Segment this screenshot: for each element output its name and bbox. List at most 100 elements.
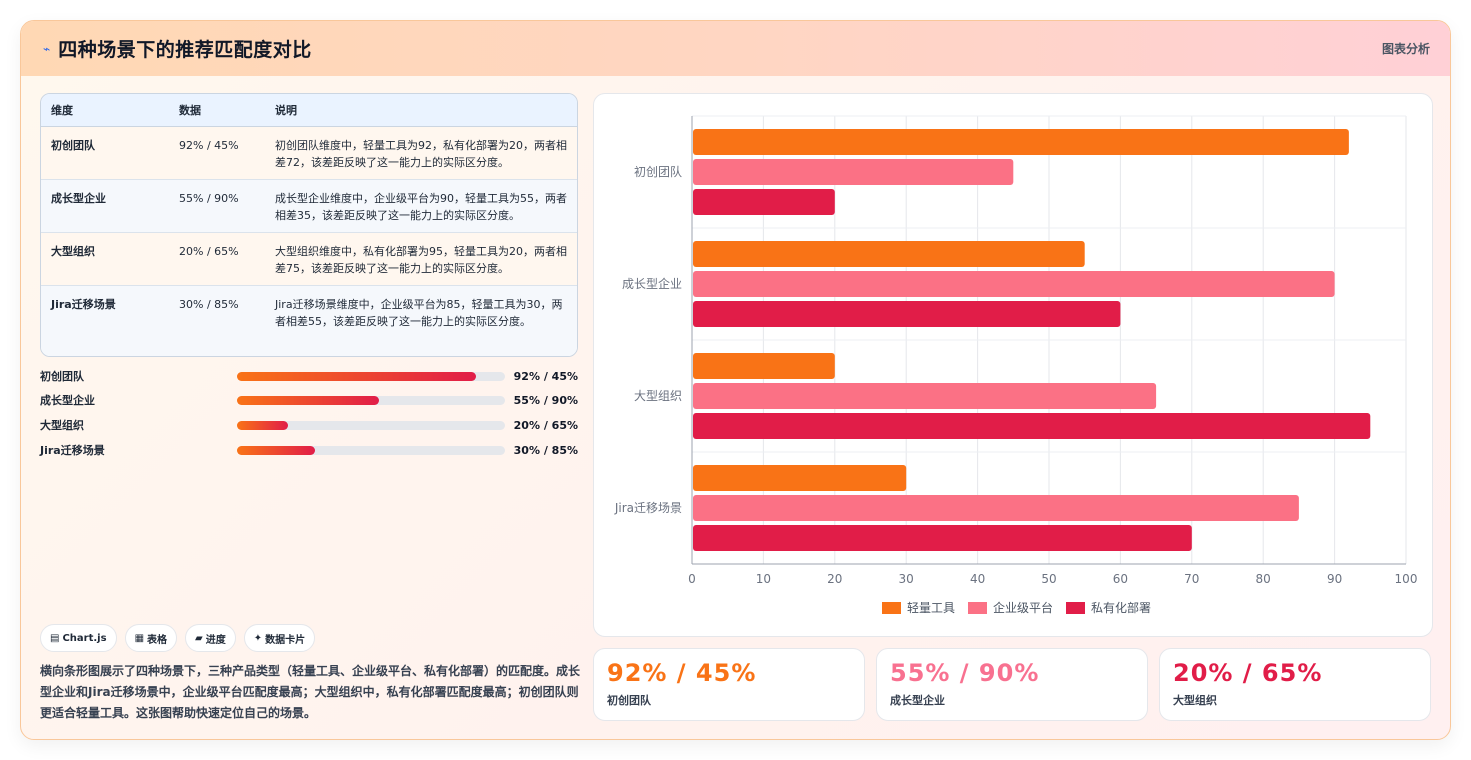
cell-data: 30% / 85% (179, 297, 239, 311)
sparkle-icon: ✦ (253, 632, 263, 644)
bar (693, 383, 1157, 409)
progress-icon: ▰ (195, 632, 203, 644)
legend-swatch (882, 602, 901, 614)
table-header-row: 维度 数据 说明 (41, 94, 577, 127)
x-tick-label: 10 (756, 572, 771, 586)
stat-card: 20% / 65% 大型组织 (1159, 648, 1431, 721)
stat-label: 成长型企业 (890, 694, 945, 707)
stat-value: 55% / 90% (890, 659, 1040, 687)
stat-value: 92% / 45% (607, 659, 757, 687)
progress-label: Jira迁移场景 (40, 444, 105, 457)
card-header: ⌁ 四种场景下的推荐匹配度对比 图表分析 (21, 21, 1450, 76)
progress-label: 成长型企业 (40, 394, 95, 407)
progress-value: 55% / 90% (513, 393, 578, 407)
x-tick-label: 30 (899, 572, 914, 586)
cell-description: 成长型企业维度中，企业级平台为90，轻量工具为55，两者相差35，该差距反映了这… (265, 179, 577, 233)
legend-label: 企业级平台 (993, 600, 1053, 615)
x-tick-label: 100 (1395, 572, 1418, 586)
chip-label: 数据卡片 (265, 634, 306, 646)
header-left: ⌁ 四种场景下的推荐匹配度对比 (43, 35, 312, 62)
cell-dimension: 初创团队 (41, 126, 169, 180)
x-tick-label: 90 (1327, 572, 1342, 586)
y-tick-label: 成长型企业 (622, 276, 682, 291)
bar (693, 353, 835, 379)
header-data: 数据 (169, 94, 265, 127)
x-tick-label: 70 (1184, 572, 1199, 586)
header-dimension: 维度 (41, 94, 169, 127)
table-row: 大型组织 20% / 65% 大型组织维度中，私有化部署为95，轻量工具为20，… (41, 232, 577, 286)
progress-row: 初创团队 92% / 45% (40, 366, 578, 386)
legend-swatch (968, 602, 987, 614)
progress-row: Jira迁移场景 30% / 85% (40, 440, 578, 460)
x-tick-label: 20 (827, 572, 842, 586)
progress-track (237, 445, 505, 455)
stat-card: 92% / 45% 初创团队 (593, 648, 865, 721)
y-tick-label: 初创团队 (634, 164, 682, 179)
progress-fill (237, 395, 380, 405)
cell-data: 55% / 90% (169, 179, 265, 233)
cell-description: Jira迁移场景维度中，企业级平台为85，轻量工具为30，两者相差55，该差距反… (275, 297, 563, 328)
chip-label: Chart.js (62, 632, 107, 644)
bar (693, 525, 1192, 551)
y-tick-label: Jira迁移场景 (614, 501, 682, 515)
y-tick-label: 大型组织 (634, 389, 682, 403)
bar (693, 495, 1299, 521)
bar (693, 189, 835, 215)
legend-swatch (1066, 602, 1085, 614)
chart-analysis-tag[interactable]: 图表分析 (1381, 42, 1430, 56)
bar (693, 159, 1014, 185)
legend-label: 轻量工具 (907, 601, 955, 615)
progress-label: 初创团队 (40, 370, 84, 383)
stat-label: 大型组织 (1173, 694, 1217, 707)
bar (693, 465, 907, 491)
bar (693, 413, 1371, 439)
legend-label: 私有化部署 (1091, 600, 1151, 615)
bar (693, 129, 1349, 155)
page-title: 四种场景下的推荐匹配度对比 (58, 39, 312, 61)
table-row: Jira迁移场景 30% / 85% Jira迁移场景维度中，企业级平台为85，… (41, 285, 577, 356)
chart-icon: ⌁ (43, 41, 51, 56)
cell-description: 大型组织维度中，私有化部署为95，轻量工具为20，两者相差75，该差距反映了这一… (265, 232, 577, 286)
progress-track (237, 371, 505, 381)
progress-fill (237, 445, 315, 455)
progress-fill (237, 420, 288, 430)
chart-card: 初创团队 成长型企业 大型组织 Jira迁移场景 0 10 20 30 40 50 60 70 80 90… (593, 93, 1433, 637)
table-row: 成长型企业 55% / 90% 成长型企业维度中，企业级平台为90，轻量工具为5… (41, 179, 577, 233)
x-tick-label: 80 (1256, 572, 1271, 586)
chip-chartjs[interactable]: ▤ Chart.js (40, 624, 117, 652)
progress-value: 92% / 45% (513, 369, 578, 383)
stat-label: 初创团队 (607, 694, 651, 707)
progress-value: 30% / 85% (513, 443, 578, 457)
header-description: 说明 (265, 94, 577, 127)
stat-card: 55% / 90% 成长型企业 (876, 648, 1148, 721)
progress-row: 成长型企业 55% / 90% (40, 390, 578, 410)
data-table: 维度 数据 说明 初创团队 92% / 45% 初创团队维度中，轻量工具为92，… (40, 93, 578, 357)
bar (693, 271, 1335, 297)
chip-data-card[interactable]: ✦ 数据卡片 (243, 624, 316, 652)
x-tick-label: 40 (970, 572, 985, 586)
progress-label: 大型组织 (40, 419, 84, 432)
chart-icon: ▤ (50, 632, 60, 644)
x-tick-label: 50 (1041, 572, 1056, 586)
bar (693, 301, 1121, 327)
progress-row: 大型组织 20% / 65% (40, 415, 578, 435)
cell-description: 初创团队维度中，轻量工具为92，私有化部署为20，两者相差72，该差距反映了这一… (265, 126, 577, 180)
cell-data: 20% / 65% (169, 232, 265, 286)
cell-data: 92% / 45% (169, 126, 265, 180)
chip-table[interactable]: ▦ 表格 (124, 624, 178, 652)
cell-dimension: Jira迁移场景 (51, 297, 116, 311)
progress-track (237, 395, 505, 405)
chip-label: 表格 (147, 634, 168, 646)
chip-label: 进度 (205, 634, 226, 646)
progress-value: 20% / 65% (513, 418, 578, 432)
table-row: 初创团队 92% / 45% 初创团队维度中，轻量工具为92，私有化部署为20，… (41, 126, 577, 180)
chip-progress[interactable]: ▰ 进度 (185, 624, 236, 652)
summary-text: 横向条形图展示了四种场景下，三种产品类型（轻量工具、企业级平台、私有化部署）的匹… (40, 664, 581, 720)
progress-fill (237, 371, 476, 381)
cell-dimension: 大型组织 (41, 232, 169, 286)
chip-group: ▤ Chart.js ▦ 表格 ▰ 进度 ✦ 数据卡片 (40, 624, 316, 652)
main-card: ⌁ 四种场景下的推荐匹配度对比 图表分析 维度 数据 说明 初创团队 92% /… (20, 20, 1451, 740)
stat-value: 20% / 65% (1173, 659, 1323, 687)
bar (693, 241, 1085, 267)
